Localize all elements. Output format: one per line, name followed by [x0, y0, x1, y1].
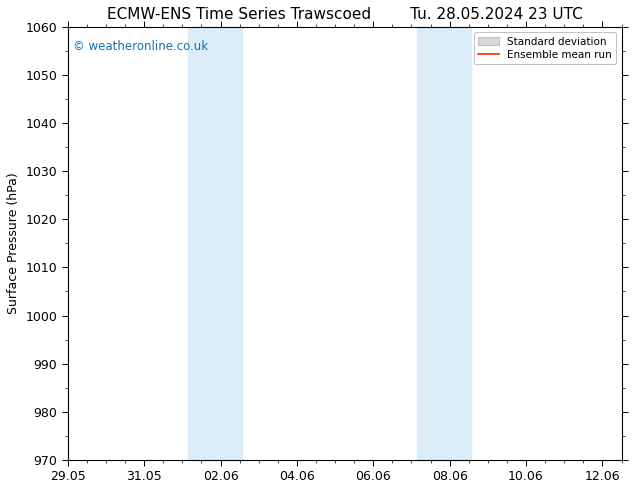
- Y-axis label: Surface Pressure (hPa): Surface Pressure (hPa): [7, 172, 20, 314]
- Title: ECMW-ENS Time Series Trawscoed        Tu. 28.05.2024 23 UTC: ECMW-ENS Time Series Trawscoed Tu. 28.05…: [107, 7, 583, 22]
- Bar: [436, 27, 470, 460]
- Bar: [188, 27, 242, 460]
- Bar: [417, 27, 436, 460]
- Text: © weatheronline.co.uk: © weatheronline.co.uk: [74, 40, 209, 53]
- Legend: Standard deviation, Ensemble mean run: Standard deviation, Ensemble mean run: [474, 32, 616, 64]
